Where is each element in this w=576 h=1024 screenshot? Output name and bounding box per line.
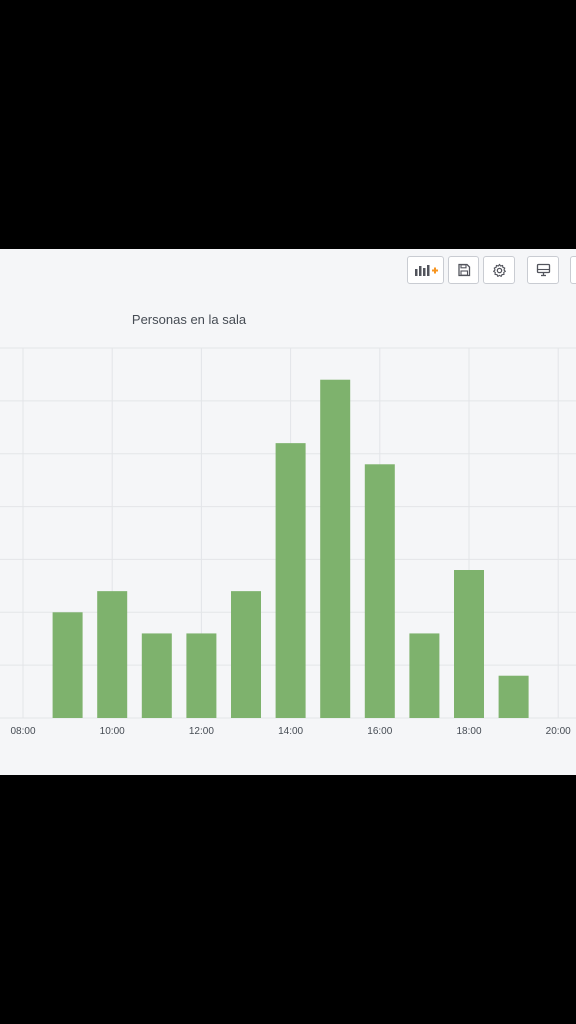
bar-1200[interactable] — [186, 633, 217, 718]
bar-1000[interactable] — [97, 591, 128, 718]
x-tick-label: 08:00 — [10, 726, 35, 737]
x-tick-label: 14:00 — [278, 726, 303, 737]
x-tick-label: 18:00 — [456, 726, 481, 737]
letterbox-top — [0, 0, 576, 249]
bar-0900[interactable] — [52, 612, 83, 718]
bar-1400[interactable] — [275, 443, 306, 718]
x-tick-label: 16:00 — [367, 726, 392, 737]
save-dashboard-button[interactable] — [448, 256, 479, 284]
settings-button[interactable] — [483, 256, 515, 284]
bar-1700[interactable] — [409, 633, 440, 718]
x-tick-label: 12:00 — [189, 726, 214, 737]
x-tick-label: 20:00 — [546, 726, 571, 737]
add-panel-icon — [414, 263, 438, 277]
more-button[interactable] — [570, 256, 576, 284]
dashboard-panel: Personas en la sala 08:00 10:00 12:00 14:00… — [0, 249, 576, 775]
bar-1600[interactable] — [364, 464, 395, 718]
chart-bars — [52, 379, 529, 718]
bar-1300[interactable] — [231, 591, 261, 718]
letterbox-bottom — [0, 775, 576, 1024]
save-icon — [457, 263, 471, 277]
gear-icon — [492, 263, 507, 278]
add-panel-button[interactable] — [407, 256, 444, 284]
panel-title: Personas en la sala — [131, 312, 247, 327]
monitor-icon — [536, 263, 551, 277]
bar-1900[interactable] — [498, 675, 529, 718]
tv-mode-button[interactable] — [527, 256, 559, 284]
chart-x-axis: 08:00 10:00 12:00 14:00 16:00 18:00 20:00 — [10, 726, 571, 737]
bar-1800[interactable] — [454, 570, 484, 718]
bar-1500[interactable] — [320, 379, 351, 718]
bar-chart: 08:00 10:00 12:00 14:00 16:00 18:00 20:00 — [0, 347, 576, 737]
bar-1100[interactable] — [141, 633, 172, 718]
x-tick-label: 10:00 — [100, 726, 125, 737]
